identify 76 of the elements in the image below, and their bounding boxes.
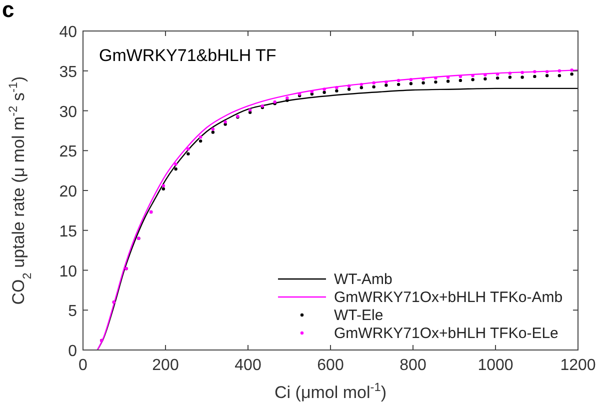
point bbox=[458, 74, 462, 78]
point bbox=[508, 72, 512, 75]
point bbox=[396, 82, 400, 86]
point bbox=[198, 139, 202, 143]
point bbox=[174, 162, 178, 166]
point bbox=[286, 96, 289, 100]
point bbox=[248, 108, 252, 112]
point bbox=[570, 72, 574, 76]
point bbox=[162, 187, 166, 191]
y-tick-label: 40 bbox=[59, 24, 78, 41]
point bbox=[335, 89, 338, 92]
point bbox=[496, 76, 500, 80]
legend-label: GmWRKY71Ox+bHLH TFKo-Amb bbox=[334, 289, 563, 306]
x-tick-label: 1000 bbox=[478, 357, 514, 374]
point bbox=[384, 80, 388, 84]
point bbox=[384, 84, 388, 87]
point bbox=[533, 74, 536, 78]
point bbox=[335, 86, 338, 90]
point bbox=[360, 82, 364, 86]
y-tick-label: 25 bbox=[59, 144, 78, 161]
legend-label: WT-Ele bbox=[334, 307, 384, 324]
point bbox=[211, 127, 215, 131]
point bbox=[372, 85, 376, 88]
point bbox=[347, 84, 351, 88]
y-tick-label: 0 bbox=[68, 343, 78, 360]
point bbox=[409, 82, 413, 86]
point bbox=[186, 152, 190, 156]
x-tick-label: 0 bbox=[78, 357, 88, 374]
point bbox=[360, 86, 364, 90]
point bbox=[347, 88, 351, 91]
y-tick-label: 10 bbox=[59, 263, 78, 280]
point bbox=[471, 78, 474, 82]
point bbox=[496, 72, 500, 76]
point bbox=[558, 69, 562, 72]
point bbox=[520, 70, 524, 74]
x-axis-title: Ci (μmol mol$^{-1}$) bbox=[274, 380, 386, 402]
point bbox=[162, 184, 166, 188]
y-tick-label: 35 bbox=[59, 64, 78, 81]
point bbox=[422, 77, 425, 80]
point bbox=[458, 78, 462, 82]
point bbox=[198, 135, 202, 139]
point bbox=[174, 167, 178, 171]
x-tick-label: 1200 bbox=[560, 357, 596, 374]
point bbox=[322, 90, 326, 94]
legend-label: GmWRKY71Ox+bHLH TFKo-ELe bbox=[334, 325, 558, 342]
point bbox=[409, 78, 413, 82]
point bbox=[545, 74, 549, 78]
y-tick-label: 30 bbox=[59, 104, 78, 121]
point bbox=[570, 68, 574, 72]
legend-label: WT-Amb bbox=[334, 271, 392, 288]
y-tick-label: 20 bbox=[59, 184, 78, 200]
y-tick-label: 5 bbox=[68, 303, 78, 320]
point bbox=[186, 147, 190, 151]
point bbox=[558, 74, 562, 78]
point bbox=[533, 70, 536, 74]
x-tick-label: 400 bbox=[234, 357, 262, 374]
point bbox=[211, 130, 215, 134]
y-tick-label: 15 bbox=[59, 223, 78, 240]
x-tick-label: 800 bbox=[400, 357, 426, 374]
point bbox=[310, 90, 314, 94]
point bbox=[322, 88, 326, 91]
point bbox=[434, 80, 438, 84]
point bbox=[396, 78, 400, 82]
point bbox=[446, 80, 450, 83]
point bbox=[508, 76, 512, 79]
point bbox=[224, 120, 227, 124]
text: c bbox=[2, 0, 14, 22]
point bbox=[484, 77, 487, 80]
point bbox=[422, 81, 425, 84]
point bbox=[484, 73, 487, 76]
text: GmWRKY71&bHLH TF bbox=[99, 46, 276, 65]
point bbox=[545, 70, 549, 74]
x-tick-label: 200 bbox=[152, 357, 179, 374]
x-tick-label: 600 bbox=[317, 357, 344, 374]
point bbox=[372, 81, 376, 84]
point bbox=[520, 76, 524, 79]
